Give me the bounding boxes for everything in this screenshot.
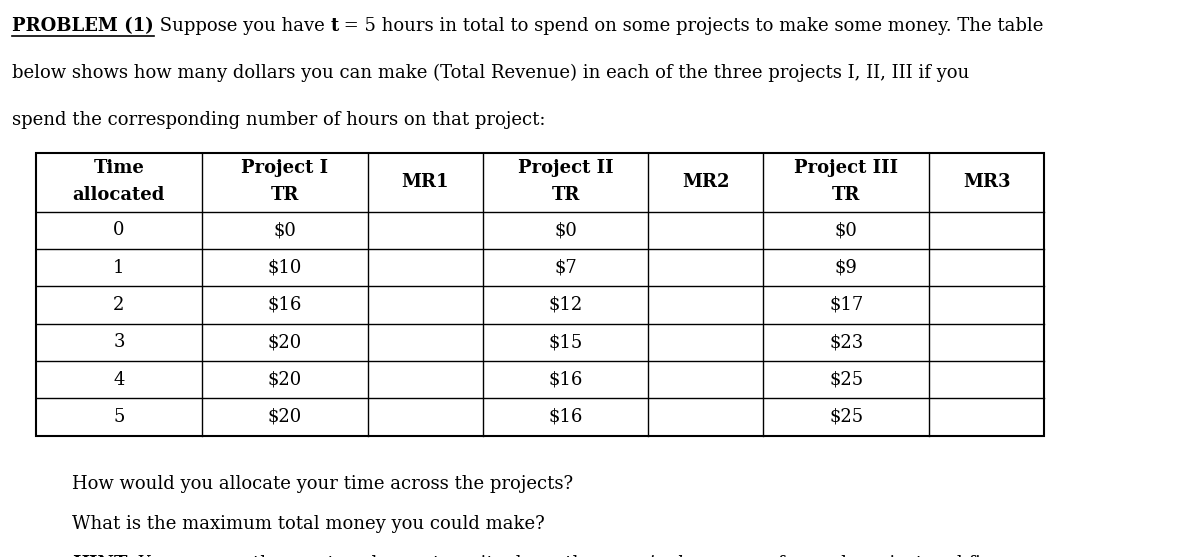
- Text: for each project and figure: for each project and figure: [772, 555, 1024, 557]
- Text: $20: $20: [268, 333, 302, 351]
- Text: You can use the empty columns to write down the: You can use the empty columns to write d…: [133, 555, 601, 557]
- Text: What is the maximum total money you could make?: What is the maximum total money you coul…: [72, 515, 545, 532]
- Text: Project II: Project II: [517, 159, 613, 177]
- Text: $17: $17: [829, 296, 863, 314]
- Text: Project I: Project I: [241, 159, 329, 177]
- Text: $9: $9: [835, 258, 858, 277]
- Text: MR3: MR3: [962, 173, 1010, 192]
- Text: 0: 0: [113, 221, 125, 240]
- Text: TR: TR: [271, 185, 299, 204]
- Text: spend the corresponding number of hours on that project:: spend the corresponding number of hours …: [12, 111, 546, 129]
- Text: 3: 3: [113, 333, 125, 351]
- Text: allocated: allocated: [73, 185, 166, 204]
- Text: $7: $7: [554, 258, 577, 277]
- Text: Suppose you have: Suppose you have: [154, 17, 330, 35]
- Text: $20: $20: [268, 408, 302, 426]
- Text: $16: $16: [548, 408, 583, 426]
- Text: TR: TR: [832, 185, 860, 204]
- Text: $20: $20: [268, 370, 302, 389]
- Text: HINT:: HINT:: [72, 555, 133, 557]
- Text: $16: $16: [548, 370, 583, 389]
- Text: below shows how many dollars you can make (Total Revenue) in each of the three p: below shows how many dollars you can mak…: [12, 64, 970, 82]
- Text: 5: 5: [113, 408, 125, 426]
- Text: t: t: [330, 17, 338, 35]
- Text: 1: 1: [113, 258, 125, 277]
- Text: PROBLEM (1): PROBLEM (1): [12, 17, 154, 35]
- Text: $25: $25: [829, 370, 863, 389]
- Text: = 5 hours in total to spend on some projects to make some money. The table: = 5 hours in total to spend on some proj…: [338, 17, 1044, 35]
- Text: $15: $15: [548, 333, 583, 351]
- Text: MR1: MR1: [402, 173, 449, 192]
- Text: Time: Time: [94, 159, 144, 177]
- Text: $23: $23: [829, 333, 863, 351]
- Text: 2: 2: [113, 296, 125, 314]
- Text: 4: 4: [113, 370, 125, 389]
- Text: TR: TR: [551, 185, 580, 204]
- Text: $16: $16: [268, 296, 302, 314]
- Text: $12: $12: [548, 296, 583, 314]
- Text: How would you allocate your time across the projects?: How would you allocate your time across …: [72, 475, 574, 492]
- Text: $10: $10: [268, 258, 302, 277]
- Text: $0: $0: [554, 221, 577, 240]
- Text: $25: $25: [829, 408, 863, 426]
- Text: $0: $0: [835, 221, 858, 240]
- Text: $0: $0: [274, 221, 296, 240]
- Text: MR2: MR2: [682, 173, 730, 192]
- Text: Project III: Project III: [794, 159, 899, 177]
- Text: marginal revenues: marginal revenues: [601, 555, 772, 557]
